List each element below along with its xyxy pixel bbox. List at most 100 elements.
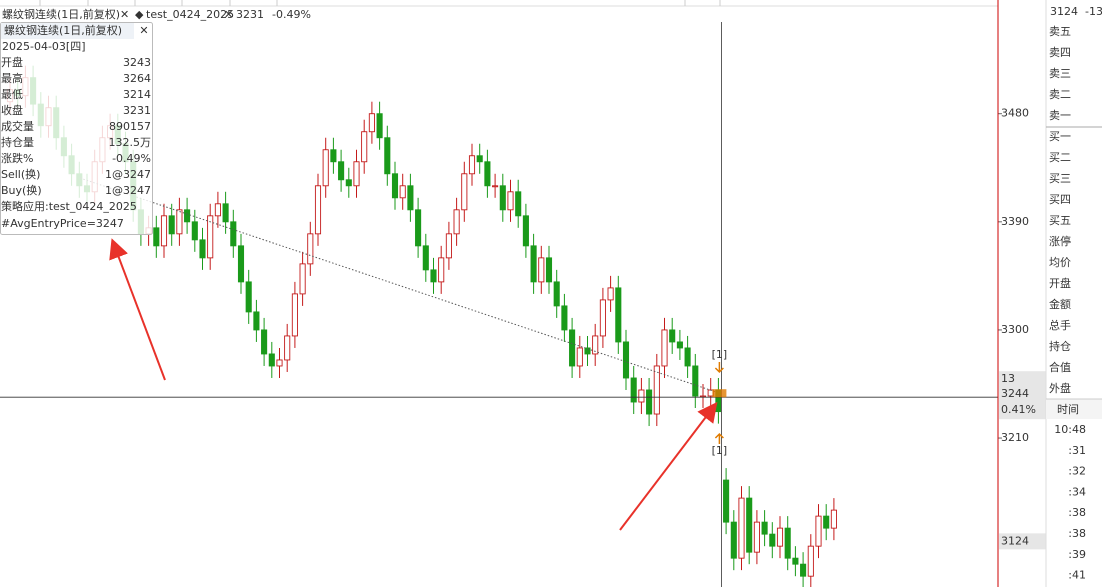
quote-last: 3124 xyxy=(1050,5,1078,18)
tooltip-value: -0.49% xyxy=(112,152,151,165)
candle-body xyxy=(646,389,653,415)
tooltip-label: 成交量 xyxy=(1,119,34,133)
y-tick-label: 3480 xyxy=(1001,107,1029,120)
candle-body xyxy=(776,527,784,547)
candle-body xyxy=(153,227,160,247)
candle-body xyxy=(630,377,637,403)
candle-body xyxy=(330,149,337,163)
candle-body xyxy=(168,215,175,235)
candle-body xyxy=(438,257,445,283)
quote-item: 卖二 xyxy=(1049,88,1071,101)
candle-body xyxy=(676,341,683,349)
quote-item: 买三 xyxy=(1049,172,1071,185)
candle-body xyxy=(184,209,191,223)
candle-body xyxy=(384,137,391,175)
trade-marker: [1] xyxy=(712,348,728,361)
crosshair-price: 3244 xyxy=(1001,387,1029,400)
tooltip-title: 螺纹钢连续(1日,前复权) xyxy=(4,23,122,37)
tooltip-value: 1@3247 xyxy=(105,184,151,197)
quote-item: 金额 xyxy=(1049,297,1071,311)
candle-body xyxy=(199,239,206,259)
candle-body xyxy=(769,533,776,547)
time-item: :39 xyxy=(1068,548,1086,561)
crosshair-percent: 0.41% xyxy=(1001,403,1036,416)
candle-body xyxy=(599,299,606,337)
candle-body xyxy=(638,389,645,403)
candle-body xyxy=(214,203,221,217)
candle-body xyxy=(615,287,622,343)
candle-body xyxy=(522,215,529,247)
quote-change: -13 xyxy=(1085,5,1102,18)
candle-body xyxy=(345,179,352,187)
tooltip-date: 2025-04-03[四] xyxy=(2,40,86,53)
time-item: :34 xyxy=(1068,485,1086,498)
tooltip-label: Sell(换) xyxy=(1,167,40,181)
candle-body xyxy=(792,557,799,565)
candle-body xyxy=(422,245,429,271)
toolbar-change: -0.49% xyxy=(272,8,311,21)
candle-body xyxy=(746,497,753,553)
candle-body xyxy=(684,347,691,367)
strategy-icon: ◆ xyxy=(135,8,144,21)
symbol-tab[interactable]: 螺纹钢连续(1日,前复权) xyxy=(2,7,120,21)
crosshair-box xyxy=(999,371,1046,420)
quote-item: 持仓 xyxy=(1049,339,1071,353)
candle-body xyxy=(245,281,252,313)
time-item: :38 xyxy=(1068,527,1086,540)
candle-body xyxy=(276,359,283,367)
candle-body xyxy=(669,329,676,343)
candle-body xyxy=(476,155,483,163)
candle-body xyxy=(461,173,468,211)
candle-body xyxy=(607,287,614,301)
close-tab[interactable]: ✕ xyxy=(120,8,129,21)
candle-body xyxy=(800,563,807,577)
crosshair-count: 13 xyxy=(1001,372,1015,385)
tooltip-label: 最高 xyxy=(1,71,23,85)
candle-body xyxy=(515,191,522,217)
candle-body xyxy=(291,293,298,337)
candle-body xyxy=(445,233,452,259)
candle-body xyxy=(322,149,329,187)
candle-body xyxy=(492,185,499,188)
candle-body xyxy=(753,521,760,553)
overlay: 3480 3390 3300 3210 13 3244 0.41% 3124 [1] [1] xyxy=(0,22,1046,587)
quote-item: 买二 xyxy=(1049,151,1071,164)
quote-item: 卖五 xyxy=(1049,25,1071,38)
candle-body xyxy=(553,281,560,307)
candle-body xyxy=(807,545,814,577)
y-tick-label: 3390 xyxy=(1001,215,1029,228)
y-tick-label: 3210 xyxy=(1001,431,1029,444)
candle-body xyxy=(723,479,730,523)
candle-body xyxy=(268,353,275,367)
quote-item: 卖四 xyxy=(1049,46,1071,59)
candle-body xyxy=(353,161,360,187)
time-item: :41 xyxy=(1068,569,1086,582)
candle-body xyxy=(823,515,830,529)
candle-body xyxy=(730,521,737,559)
marker-arrow xyxy=(714,362,724,374)
tooltip-value: 3243 xyxy=(123,56,151,69)
strategy-tab[interactable]: test_0424_2025 xyxy=(146,8,234,21)
candle-body xyxy=(237,245,245,283)
candle-body xyxy=(592,335,599,355)
tooltip-value: 3214 xyxy=(123,88,151,101)
quote-item: 涨停 xyxy=(1049,234,1071,248)
candle-body xyxy=(160,215,168,247)
candle-body xyxy=(368,113,375,133)
candle-body xyxy=(561,305,568,331)
candle-body xyxy=(207,215,214,259)
candle-body xyxy=(784,527,791,559)
toolbar-price: 3231 xyxy=(236,8,264,21)
svg-text:✕: ✕ xyxy=(139,24,148,37)
tooltip-label: 开盘 xyxy=(1,55,23,69)
candle-body xyxy=(692,365,699,397)
close-tab[interactable]: ✕ xyxy=(224,8,233,21)
candle-body xyxy=(253,311,260,331)
quote-item: 买五 xyxy=(1049,214,1071,227)
candle-body xyxy=(399,185,406,199)
entry-badge xyxy=(712,389,727,398)
candle-body xyxy=(484,161,491,187)
toolbar: 螺纹钢连续(1日,前复权) ✕ ◆ test_0424_2025✕ 3231 -0.49% xyxy=(2,7,311,21)
